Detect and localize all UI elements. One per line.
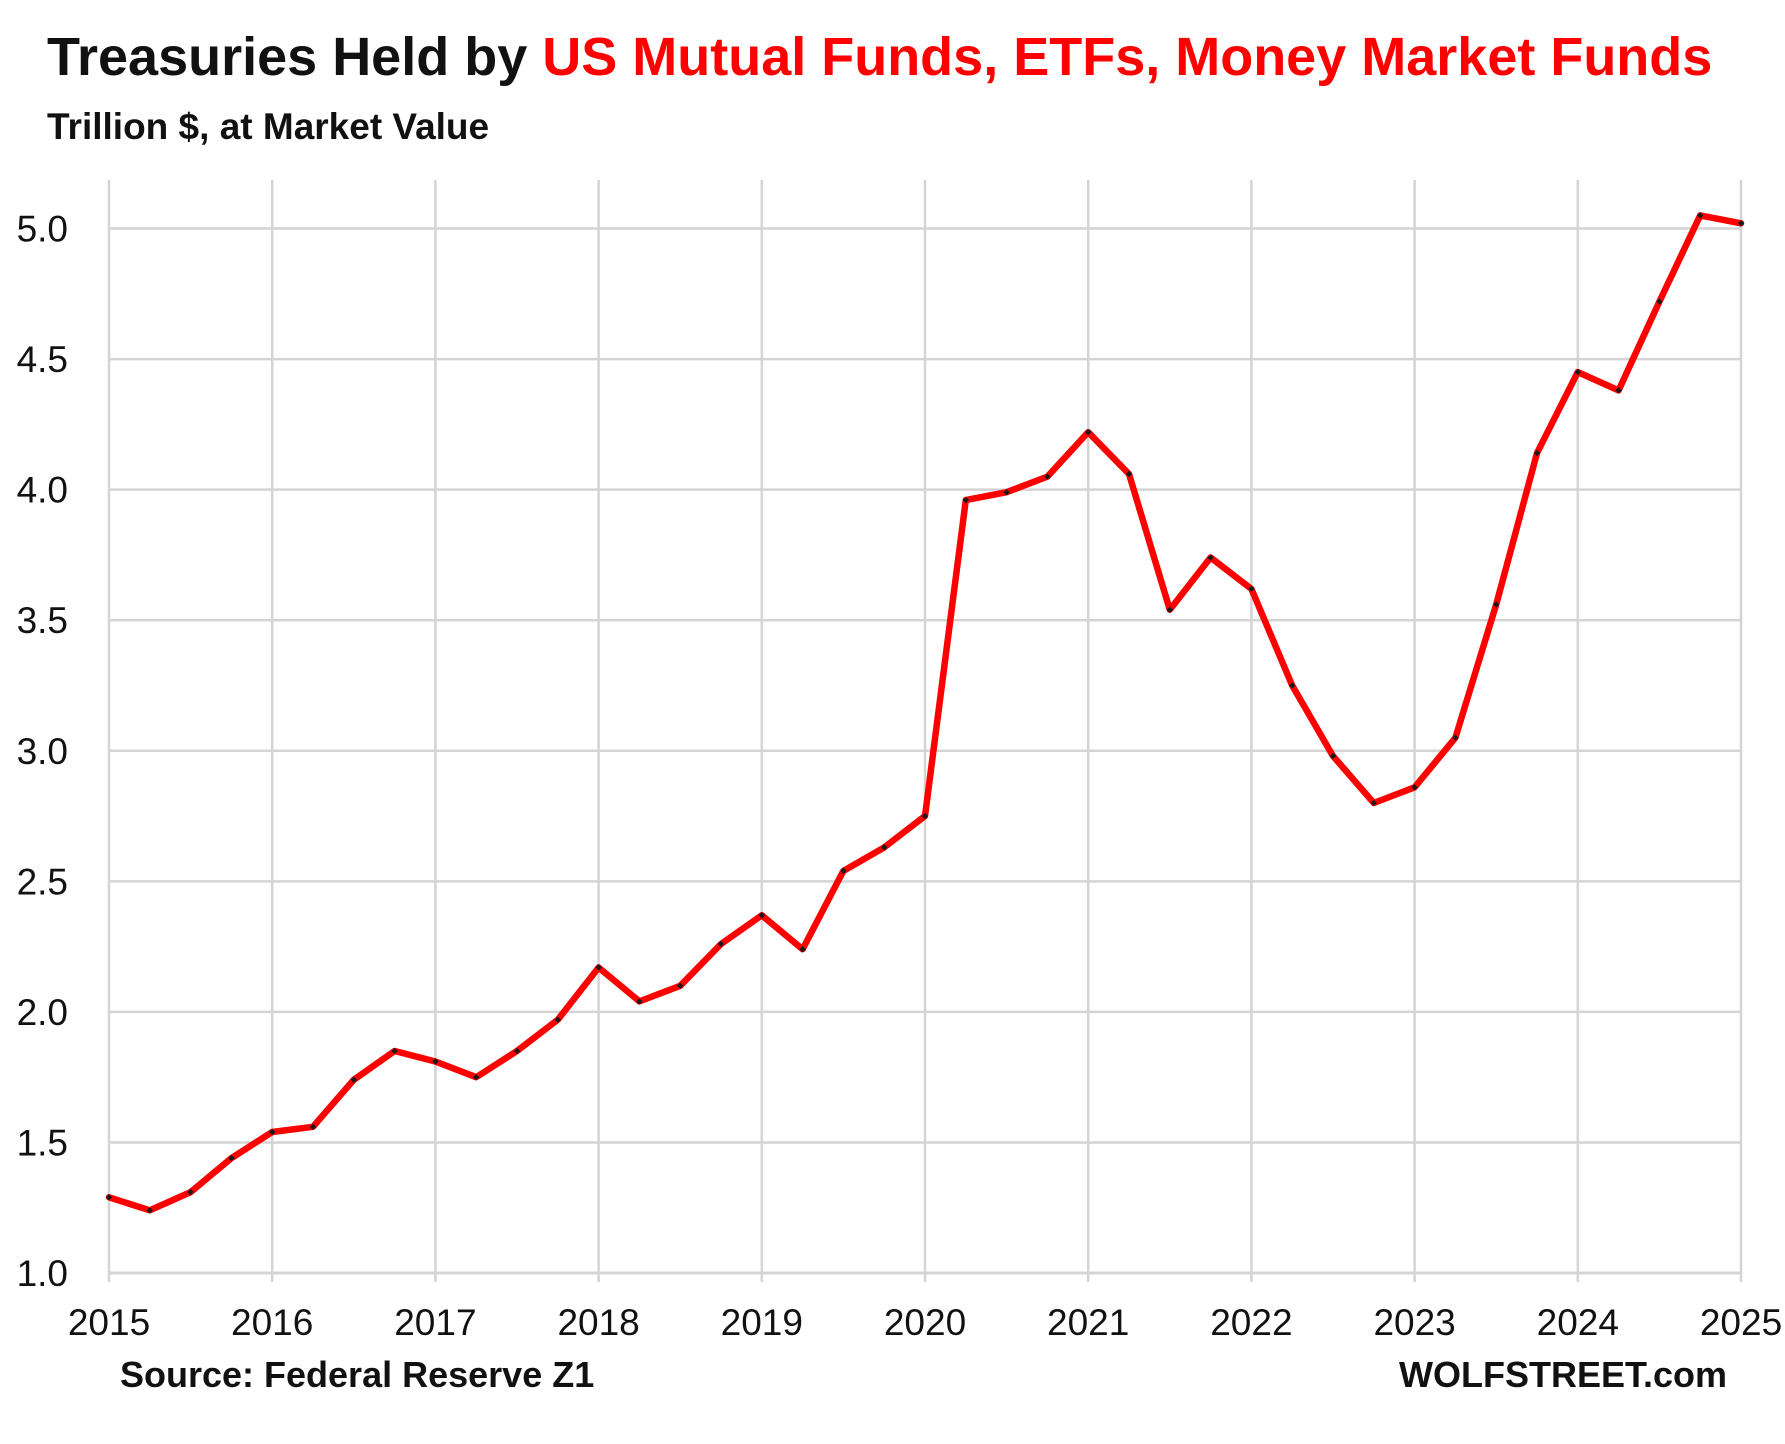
y-tick-label: 3.5 — [17, 600, 68, 641]
data-point — [921, 812, 929, 820]
data-point — [1615, 387, 1622, 394]
chart-title-highlight: US Mutual Funds, ETFs, Money Market Fund… — [542, 27, 1712, 87]
data-point — [595, 964, 602, 971]
data-point — [758, 912, 765, 919]
x-tick-label: 2015 — [68, 1302, 150, 1343]
data-point — [513, 1047, 521, 1055]
x-tick-label: 2022 — [1210, 1302, 1292, 1343]
data-point — [881, 844, 888, 851]
data-point — [1003, 489, 1010, 496]
data-point — [432, 1058, 439, 1065]
data-point — [962, 496, 969, 504]
x-tick-label: 2024 — [1537, 1302, 1619, 1343]
y-tick-label: 5.0 — [17, 209, 68, 250]
data-point — [1737, 220, 1745, 227]
data-point — [1452, 734, 1459, 741]
data-point — [1166, 606, 1173, 613]
data-point — [228, 1154, 235, 1162]
data-point — [1044, 473, 1051, 480]
chart-title: Treasuries Held by US Mutual Funds, ETFs… — [47, 27, 1712, 87]
data-point — [1697, 212, 1704, 219]
data-points — [105, 212, 1745, 1214]
data-point — [1656, 298, 1663, 305]
y-tick-label: 4.0 — [17, 470, 68, 511]
y-tick-label: 2.5 — [17, 861, 68, 902]
chart-title-prefix: Treasuries Held by — [47, 27, 542, 87]
y-tick-label: 3.0 — [17, 731, 68, 772]
chart-subtitle: Trillion $, at Market Value — [47, 106, 489, 147]
data-point — [840, 867, 847, 875]
data-point — [1533, 449, 1541, 457]
x-tick-label: 2016 — [231, 1302, 313, 1343]
y-tick-label: 1.0 — [17, 1253, 68, 1294]
x-tick-label: 2019 — [721, 1302, 803, 1343]
data-point — [1411, 784, 1418, 791]
x-tick-label: 2023 — [1373, 1302, 1455, 1343]
brand-watermark: WOLFSTREET.com — [1399, 1354, 1727, 1395]
data-point — [1370, 799, 1377, 807]
data-point — [391, 1047, 398, 1055]
data-point — [1207, 554, 1214, 561]
x-tick-label: 2021 — [1047, 1302, 1129, 1343]
data-point — [1329, 752, 1337, 760]
data-point — [309, 1123, 317, 1130]
y-tick-label: 1.5 — [17, 1122, 68, 1163]
x-tick-label: 2020 — [884, 1302, 966, 1343]
y-tick-label: 4.5 — [17, 339, 68, 380]
x-tick-label: 2017 — [394, 1302, 476, 1343]
gridlines — [107, 180, 1743, 1273]
data-point — [146, 1207, 153, 1214]
y-tick-label: 2.0 — [17, 992, 68, 1033]
data-point — [473, 1073, 480, 1081]
data-point — [677, 982, 684, 989]
data-point — [636, 998, 643, 1005]
data-point — [350, 1076, 357, 1083]
data-point — [187, 1188, 194, 1196]
data-point — [1125, 470, 1133, 478]
axes: 1.0 1.5 2.0 2.5 3.0 3.5 4.0 4.5 5.0 2015 2016 2017 2… — [17, 209, 1783, 1343]
data-point — [1085, 428, 1092, 436]
source-note: Source: Federal Reserve Z1 — [120, 1354, 594, 1395]
data-point — [1493, 601, 1500, 608]
data-point — [1574, 368, 1581, 376]
x-tick-label: 2025 — [1700, 1302, 1782, 1343]
data-point — [554, 1016, 561, 1023]
data-point — [269, 1128, 276, 1136]
x-tick-label: 2018 — [557, 1302, 639, 1343]
data-point — [1289, 682, 1296, 689]
data-point — [799, 946, 806, 953]
data-point — [1248, 585, 1255, 593]
data-point — [717, 940, 725, 948]
data-point — [105, 1194, 113, 1201]
